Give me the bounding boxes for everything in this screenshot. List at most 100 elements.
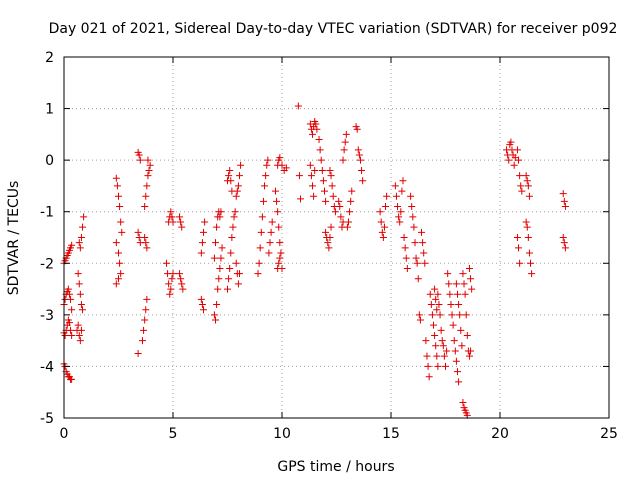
data-point: [462, 311, 470, 319]
data-point: [277, 249, 285, 257]
data-point: [234, 182, 242, 190]
data-point: [256, 244, 264, 252]
data-point: [414, 275, 422, 283]
data-point: [432, 342, 440, 350]
data-point: [523, 223, 531, 231]
data-point: [113, 182, 121, 190]
data-point: [467, 275, 475, 283]
data-point: [77, 326, 85, 334]
data-point: [407, 192, 415, 200]
data-point: [262, 172, 270, 180]
data-point: [461, 290, 469, 298]
data-point: [136, 156, 144, 164]
data-point: [276, 239, 284, 247]
data-point: [423, 352, 431, 360]
x-tick-label: 10: [273, 426, 291, 442]
data-point: [424, 362, 432, 370]
data-point: [134, 228, 142, 236]
data-point: [144, 156, 152, 164]
data-point: [216, 213, 224, 221]
data-point: [516, 259, 524, 267]
data-point: [231, 208, 239, 216]
data-point: [217, 254, 225, 262]
data-point: [232, 259, 240, 267]
data-point: [507, 138, 515, 146]
data-point: [77, 234, 85, 241]
data-point: [377, 218, 385, 226]
data-point: [278, 161, 286, 169]
data-point: [167, 285, 175, 293]
data-point: [413, 259, 421, 267]
data-point: [227, 249, 235, 257]
data-point: [455, 378, 463, 386]
data-point: [463, 331, 471, 339]
data-point: [76, 244, 84, 252]
y-tick-label: 0: [45, 153, 54, 169]
data-point: [431, 331, 439, 339]
data-point: [276, 254, 284, 262]
data-point: [117, 270, 125, 278]
data-point: [142, 192, 150, 200]
data-point: [421, 259, 429, 267]
data-point: [428, 311, 436, 319]
data-point: [337, 213, 345, 221]
data-point: [232, 192, 240, 200]
data-point: [400, 234, 408, 241]
data-point: [278, 264, 286, 272]
data-point: [434, 290, 442, 298]
data-point: [523, 177, 531, 185]
data-point: [79, 306, 87, 314]
data-point: [560, 197, 568, 205]
data-point: [412, 254, 420, 262]
data-point: [74, 270, 82, 278]
data-point: [146, 161, 154, 169]
data-point: [176, 270, 184, 278]
data-point: [115, 192, 122, 200]
data-point: [118, 228, 126, 236]
data-point: [398, 187, 406, 195]
axis-ticks: 0 5 10 15 20 25 -5 -4 -3 -2 -1 0 1 2: [40, 50, 618, 442]
data-point: [144, 172, 152, 180]
data-point: [214, 285, 222, 293]
data-point: [355, 151, 363, 159]
data-point: [515, 244, 523, 252]
data-point: [382, 203, 390, 211]
data-point: [315, 136, 323, 144]
data-point: [525, 249, 533, 257]
data-point: [409, 213, 417, 221]
data-point: [319, 177, 327, 185]
data-point: [264, 156, 272, 164]
data-point: [527, 259, 535, 267]
data-point: [322, 228, 330, 236]
data-point: [436, 311, 444, 319]
data-point: [228, 234, 236, 241]
x-tick-label: 25: [600, 426, 618, 442]
data-point: [178, 280, 186, 288]
data-point: [524, 182, 532, 190]
data-point: [395, 213, 403, 221]
data-point: [310, 192, 318, 200]
data-point: [396, 218, 404, 226]
data-point: [117, 218, 125, 226]
data-point: [282, 164, 290, 172]
data-point: [416, 316, 424, 324]
data-point: [135, 151, 143, 159]
data-point: [268, 218, 276, 226]
data-point: [271, 187, 279, 195]
x-tick-label: 20: [491, 426, 509, 442]
x-tick-label: 5: [169, 426, 178, 442]
data-point: [115, 249, 122, 257]
data-point: [452, 280, 460, 288]
data-point: [358, 166, 366, 174]
data-point: [344, 218, 352, 226]
data-point: [217, 208, 225, 216]
data-point: [439, 342, 447, 350]
y-tick-label: 1: [45, 102, 54, 118]
data-point: [67, 326, 75, 334]
data-point: [274, 208, 282, 216]
data-point: [328, 182, 336, 190]
data-point: [200, 228, 208, 236]
data-point: [166, 290, 174, 298]
data-point: [397, 208, 405, 216]
data-point: [418, 228, 426, 236]
